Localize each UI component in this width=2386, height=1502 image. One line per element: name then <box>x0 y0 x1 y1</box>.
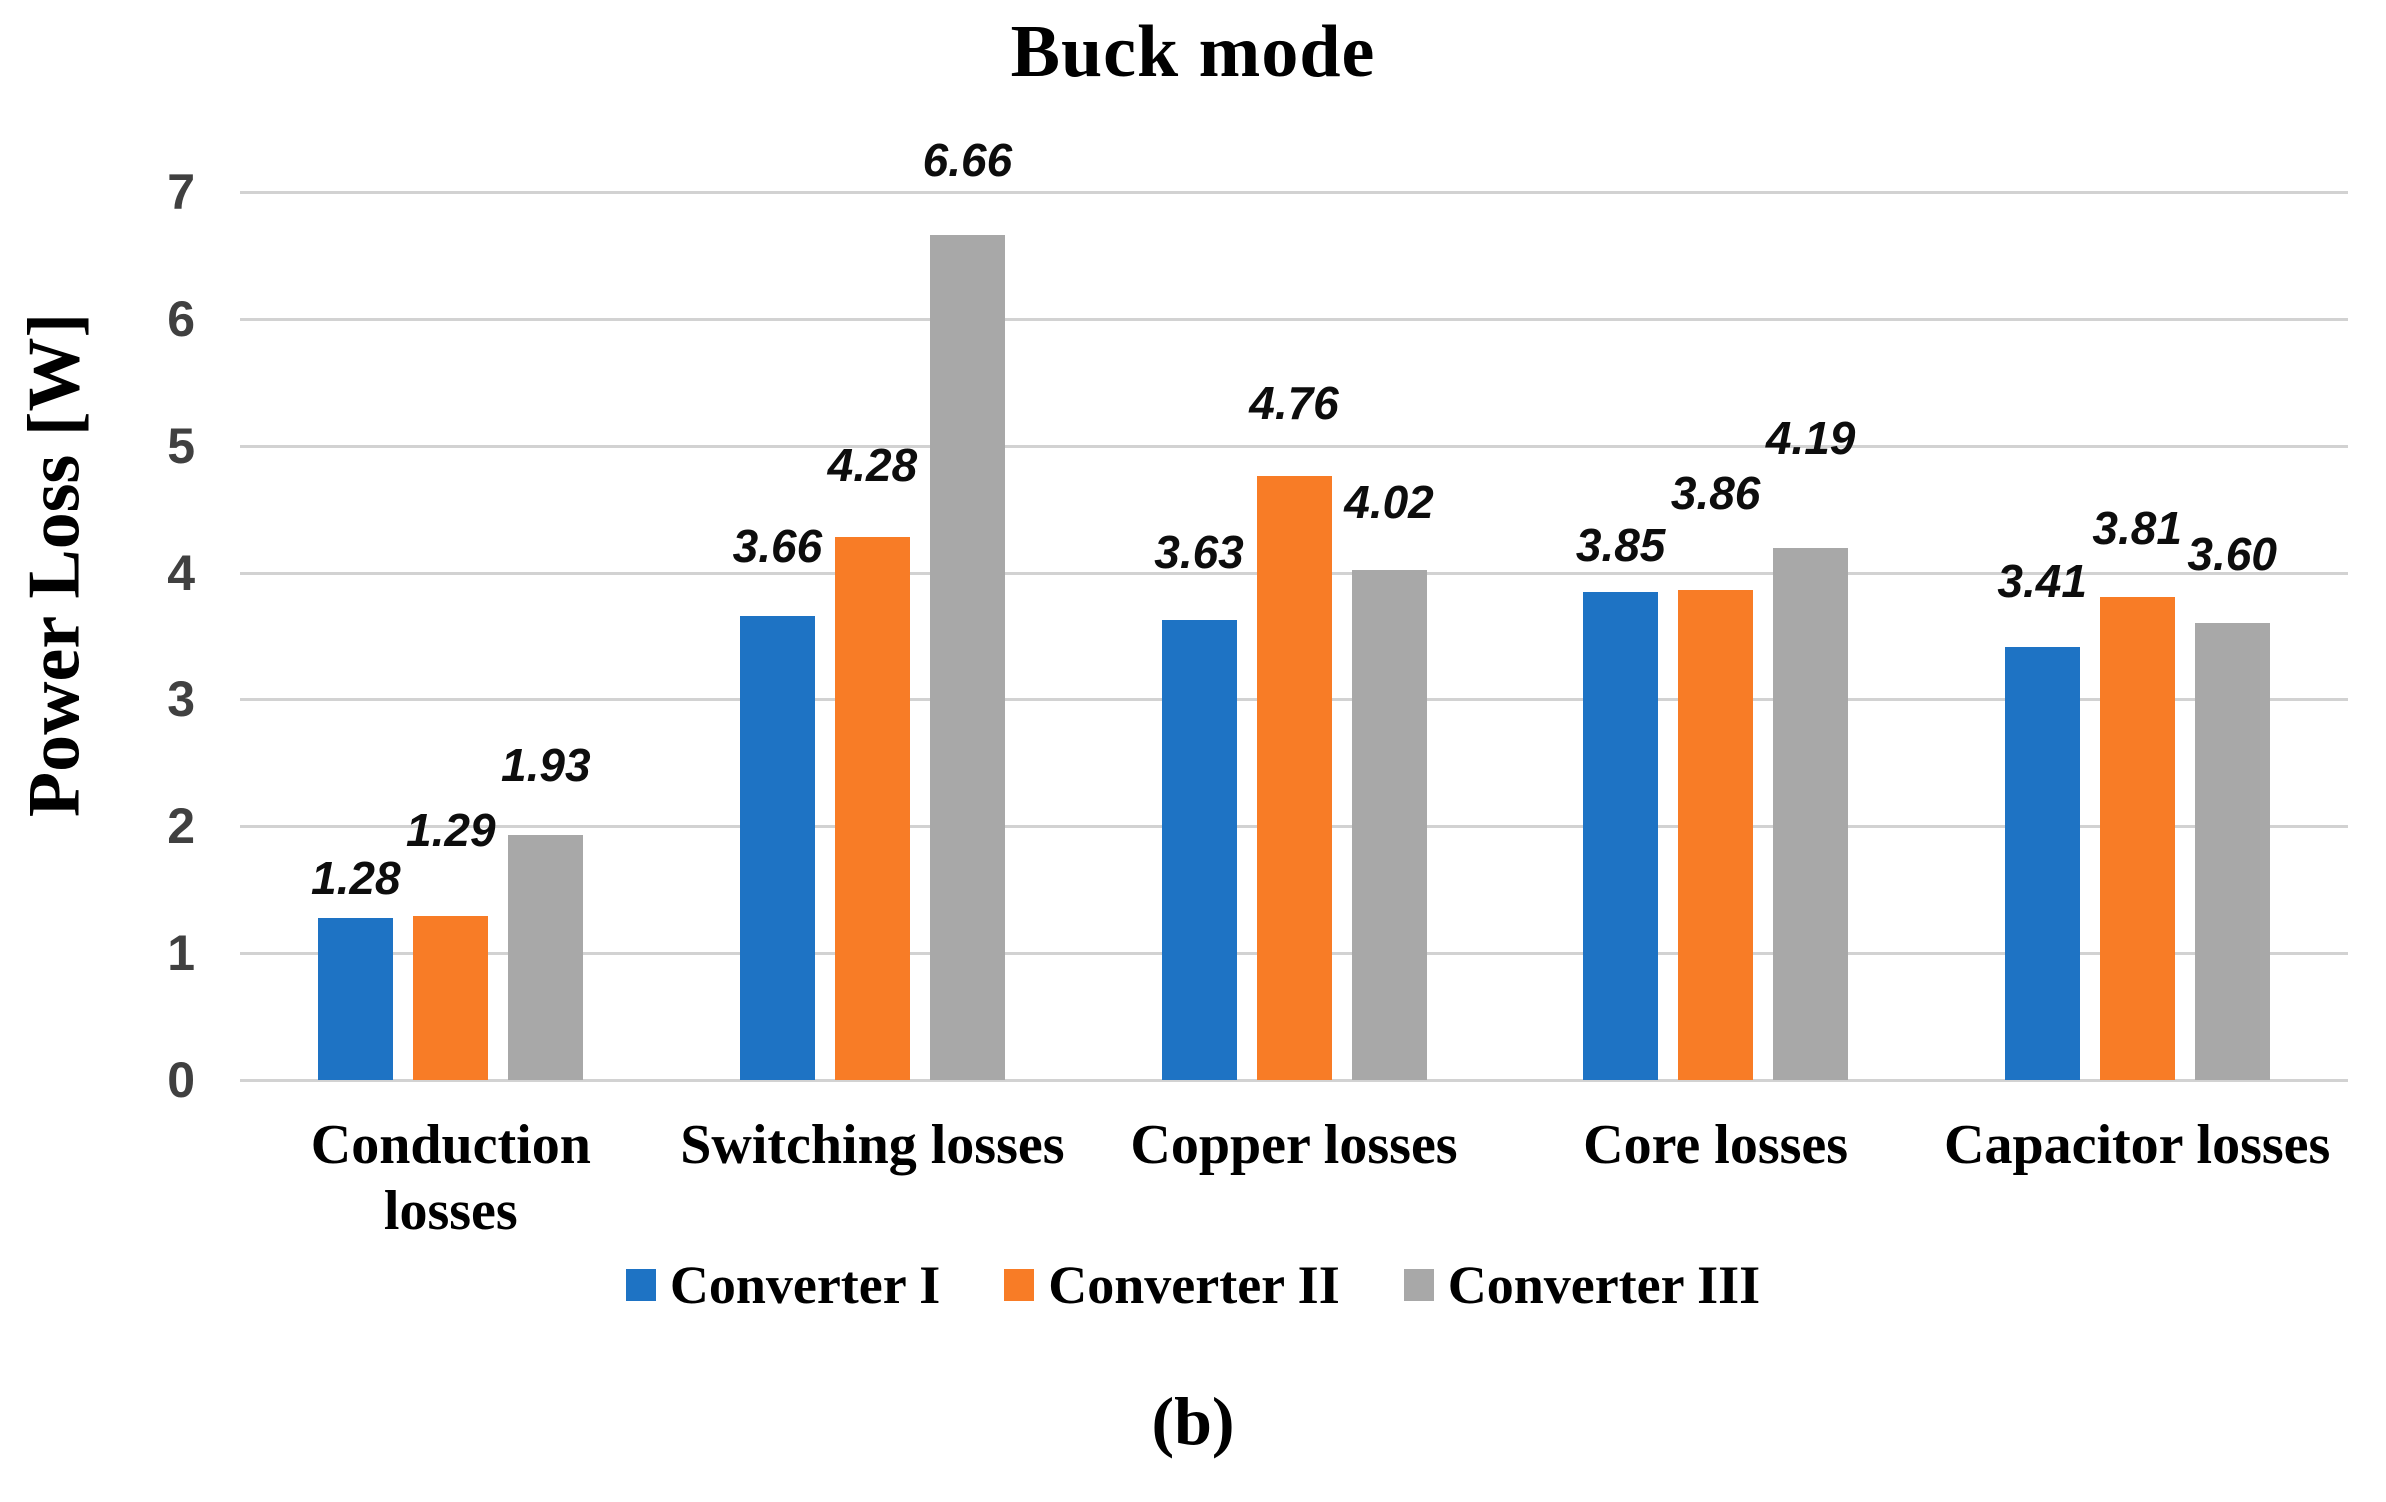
legend-swatch-icon-converter-iii <box>1403 1269 1434 1301</box>
bar-converter-ii-core-losses <box>1678 590 1754 1080</box>
y-tick-label-0: 0 <box>167 1052 195 1108</box>
bar-converter-i-copper-losses <box>1161 619 1237 1080</box>
legend-item-converter-ii: Converter II <box>1004 1254 1340 1316</box>
y-tick-label-6: 6 <box>167 290 195 347</box>
data-label-converter-iii-capacitor-losses: 3.60 <box>2187 528 2277 581</box>
y-tick-label-5: 5 <box>167 417 195 474</box>
figure-caption: (b) <box>1151 1383 1235 1459</box>
bar-converter-iii-conduction-losses <box>508 835 584 1080</box>
data-label-converter-i-capacitor-losses: 3.41 <box>1997 555 2087 608</box>
bar-converter-iii-switching-losses <box>929 235 1005 1080</box>
y-tick-label-2: 2 <box>167 798 195 855</box>
gridline-y-0 <box>240 1079 2348 1082</box>
legend-item-converter-i: Converter I <box>625 1254 941 1316</box>
legend-label-converter-iii: Converter III <box>1447 1255 1761 1315</box>
data-label-converter-iii-switching-losses: 6.66 <box>922 134 1013 187</box>
bar-converter-i-core-losses <box>1583 591 1659 1080</box>
y-tick-label-7: 7 <box>167 164 195 220</box>
x-category-label-conduction-losses: Conduction losses <box>310 1114 591 1242</box>
data-label-converter-i-copper-losses: 3.63 <box>1154 525 1244 578</box>
bar-converter-ii-copper-losses <box>1256 476 1332 1080</box>
data-label-converter-iii-copper-losses: 4.02 <box>1344 476 1434 529</box>
bar-converter-i-capacitor-losses <box>2004 647 2080 1080</box>
bar-converter-iii-copper-losses <box>1351 570 1427 1080</box>
x-category-label-capacitor-losses: Capacitor losses <box>1944 1114 2331 1176</box>
x-category-label-switching-losses: Switching losses <box>680 1114 1065 1176</box>
gridline-y-6 <box>240 317 2348 321</box>
data-label-converter-i-core-losses: 3.85 <box>1575 518 1666 571</box>
bar-converter-i-conduction-losses <box>318 917 394 1080</box>
x-category-label-copper-losses: Copper losses <box>1130 1114 1458 1176</box>
legend: Converter I Converter II Converter III <box>0 1254 2386 1316</box>
data-label-converter-i-switching-losses: 3.66 <box>732 519 823 572</box>
y-tick-label-3: 3 <box>167 671 195 728</box>
data-label-converter-ii-core-losses: 3.86 <box>1670 467 1761 520</box>
bar-converter-iii-core-losses <box>1773 548 1849 1080</box>
legend-swatch-icon-converter-i <box>625 1269 656 1301</box>
bar-converter-ii-capacitor-losses <box>2099 596 2175 1080</box>
data-label-converter-ii-conduction-losses: 1.29 <box>406 804 496 857</box>
y-tick-label-4: 4 <box>167 544 195 601</box>
gridline-y-5 <box>240 444 2348 448</box>
data-label-converter-ii-copper-losses: 4.76 <box>1249 377 1339 430</box>
legend-swatch-icon-converter-ii <box>1004 1269 1035 1301</box>
data-label-converter-ii-capacitor-losses: 3.81 <box>2092 501 2182 554</box>
y-tick-label-1: 1 <box>167 925 195 982</box>
legend-item-converter-iii: Converter III <box>1403 1254 1761 1316</box>
data-label-converter-i-conduction-losses: 1.28 <box>311 851 401 904</box>
bar-converter-ii-conduction-losses <box>413 916 489 1080</box>
data-label-converter-iii-core-losses: 4.19 <box>1765 412 1856 465</box>
data-label-converter-ii-switching-losses: 4.28 <box>827 439 918 492</box>
bar-converter-i-switching-losses <box>739 615 815 1080</box>
gridline-y-7 <box>240 191 2348 194</box>
x-category-label-core-losses: Core losses <box>1583 1114 1849 1176</box>
bar-converter-ii-switching-losses <box>834 537 910 1080</box>
data-label-converter-iii-conduction-losses: 1.93 <box>501 739 591 792</box>
bar-converter-iii-capacitor-losses <box>2194 623 2270 1080</box>
legend-label-converter-i: Converter I <box>669 1255 941 1315</box>
legend-label-converter-ii: Converter II <box>1048 1255 1340 1315</box>
chart-title: Buck mode <box>1010 11 1376 93</box>
